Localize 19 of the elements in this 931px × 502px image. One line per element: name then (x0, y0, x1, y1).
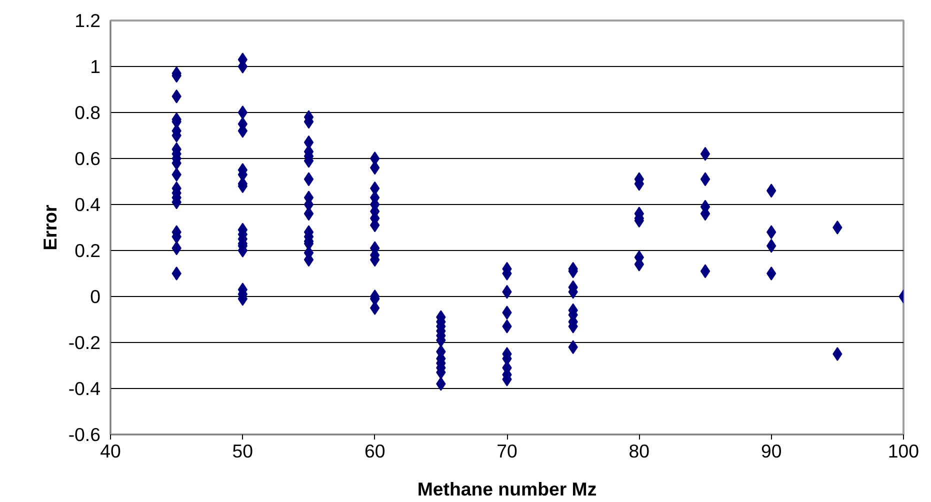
x-axis-title: Methane number Mz (417, 478, 597, 500)
y-tick-label: 0.2 (74, 240, 101, 261)
y-tick-label: 0 (90, 286, 101, 307)
x-tick-label: 60 (364, 440, 386, 462)
x-tick-label: 100 (888, 440, 920, 462)
x-tick-label: 70 (496, 440, 518, 462)
y-tick-label: 1.2 (74, 10, 101, 31)
x-tick-label: 50 (232, 440, 254, 462)
y-tick-label: 1 (90, 56, 101, 77)
x-tick-label: 90 (760, 440, 782, 462)
x-tick-label: 80 (628, 440, 650, 462)
y-axis-title: Error (39, 204, 60, 250)
x-tick-label: 40 (100, 440, 121, 462)
y-tick-label: -0.6 (68, 424, 101, 445)
y-tick-label: 0.6 (74, 148, 101, 169)
y-tick-label: 0.8 (74, 102, 101, 123)
y-tick-label: -0.2 (68, 332, 101, 353)
y-tick-label: -0.4 (68, 378, 101, 399)
y-tick-label: 0.4 (74, 194, 101, 215)
